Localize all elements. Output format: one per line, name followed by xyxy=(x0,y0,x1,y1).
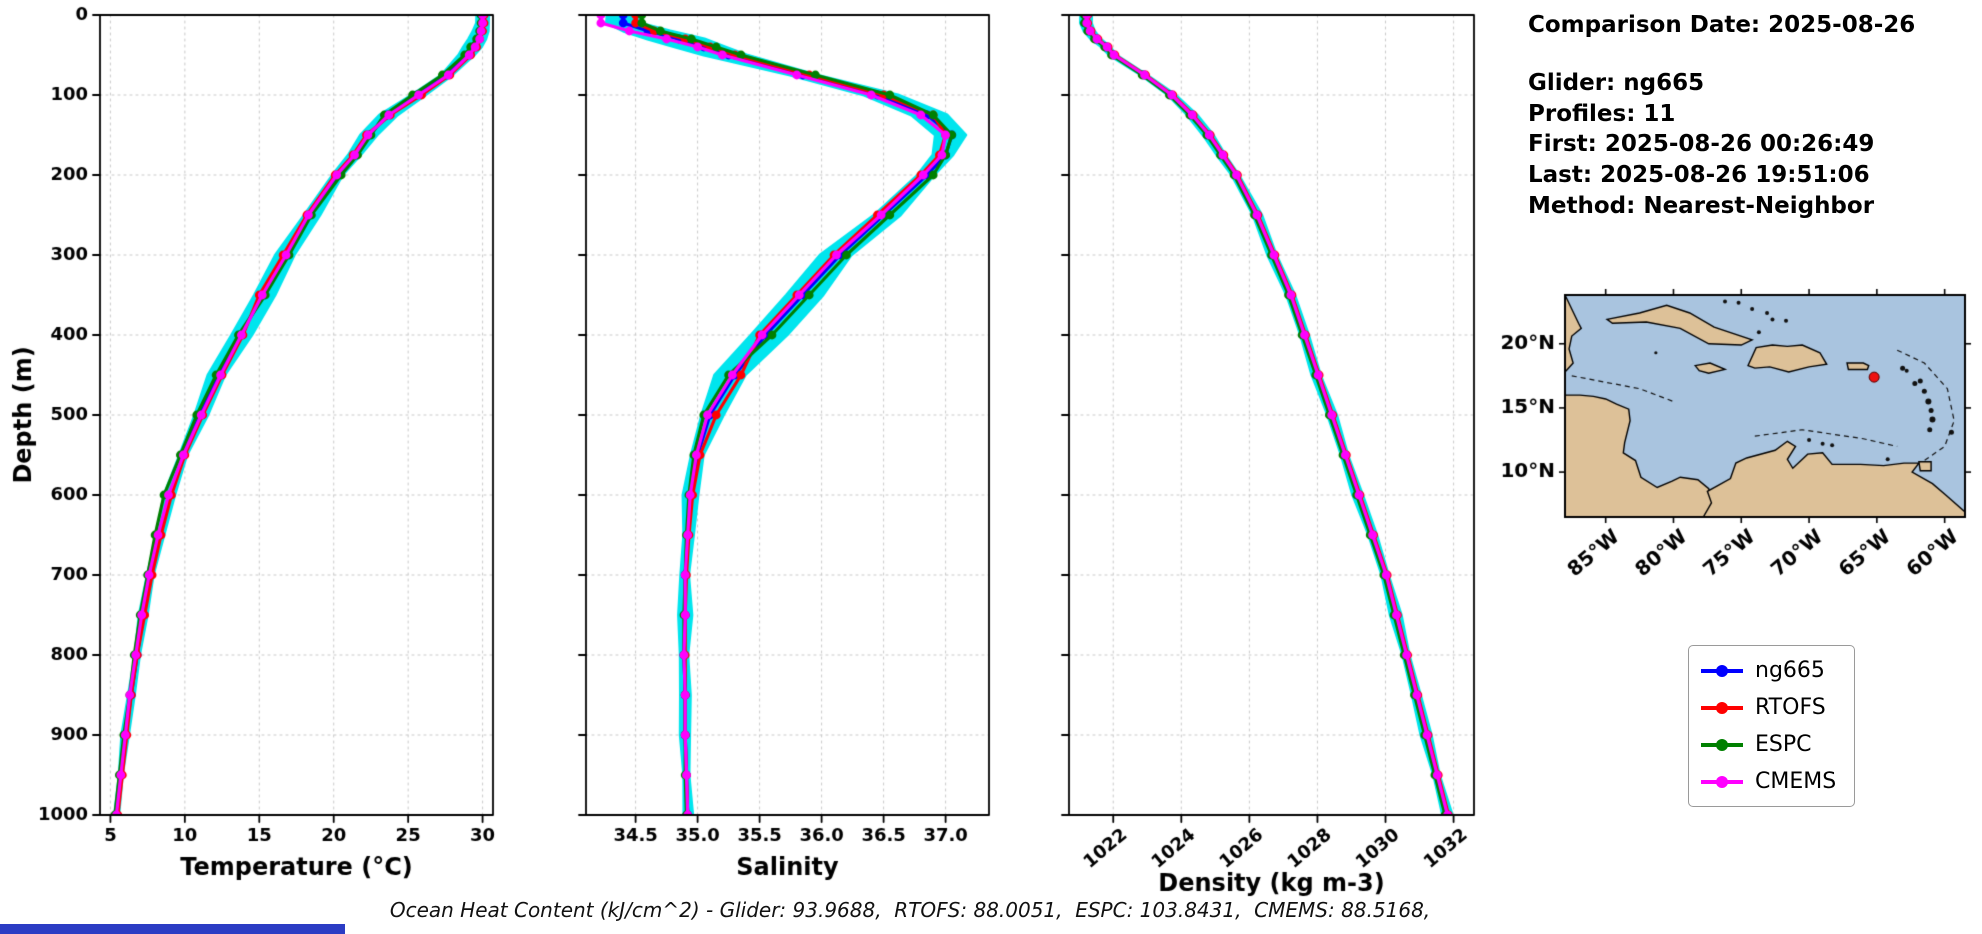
line-marker-sample-icon xyxy=(1701,738,1743,752)
location-map-canvas xyxy=(1495,280,1982,610)
last-profile-time-text: Last: 2025-08-26 19:51:06 xyxy=(1528,162,1870,189)
legend-entry-cmems: CMEMS xyxy=(1701,769,1836,794)
line-marker-sample-icon xyxy=(1701,664,1743,678)
legend-entry-ng665: ng665 xyxy=(1701,658,1836,683)
legend-label: RTOFS xyxy=(1755,695,1826,720)
legend-label: ESPC xyxy=(1755,732,1812,757)
legend: ng665 RTOFS ESPC CMEMS xyxy=(1688,645,1856,807)
legend-label: ng665 xyxy=(1755,658,1825,683)
glider-name-text: Glider: ng665 xyxy=(1528,69,1705,96)
method-text: Method: Nearest-Neighbor xyxy=(1528,193,1875,220)
line-marker-sample-icon xyxy=(1701,775,1743,789)
legend-entry-espc: ESPC xyxy=(1701,732,1836,757)
info-panel-spacer xyxy=(1528,41,1915,68)
legend-entry-rtofs: RTOFS xyxy=(1701,695,1836,720)
first-profile-time-text: First: 2025-08-26 00:26:49 xyxy=(1528,131,1875,158)
legend-label: CMEMS xyxy=(1755,769,1837,794)
bottom-edge-bar xyxy=(0,924,345,934)
profiles-count-text: Profiles: 11 xyxy=(1528,100,1676,127)
info-panel: Comparison Date: 2025-08-26 Glider: ng66… xyxy=(1528,10,1915,222)
comparison-date-text: Comparison Date: 2025-08-26 xyxy=(1528,12,1916,38)
ocean-heat-content-caption: Ocean Heat Content (kJ/cm^2) - Glider: 9… xyxy=(389,898,1431,922)
line-marker-sample-icon xyxy=(1701,701,1743,715)
